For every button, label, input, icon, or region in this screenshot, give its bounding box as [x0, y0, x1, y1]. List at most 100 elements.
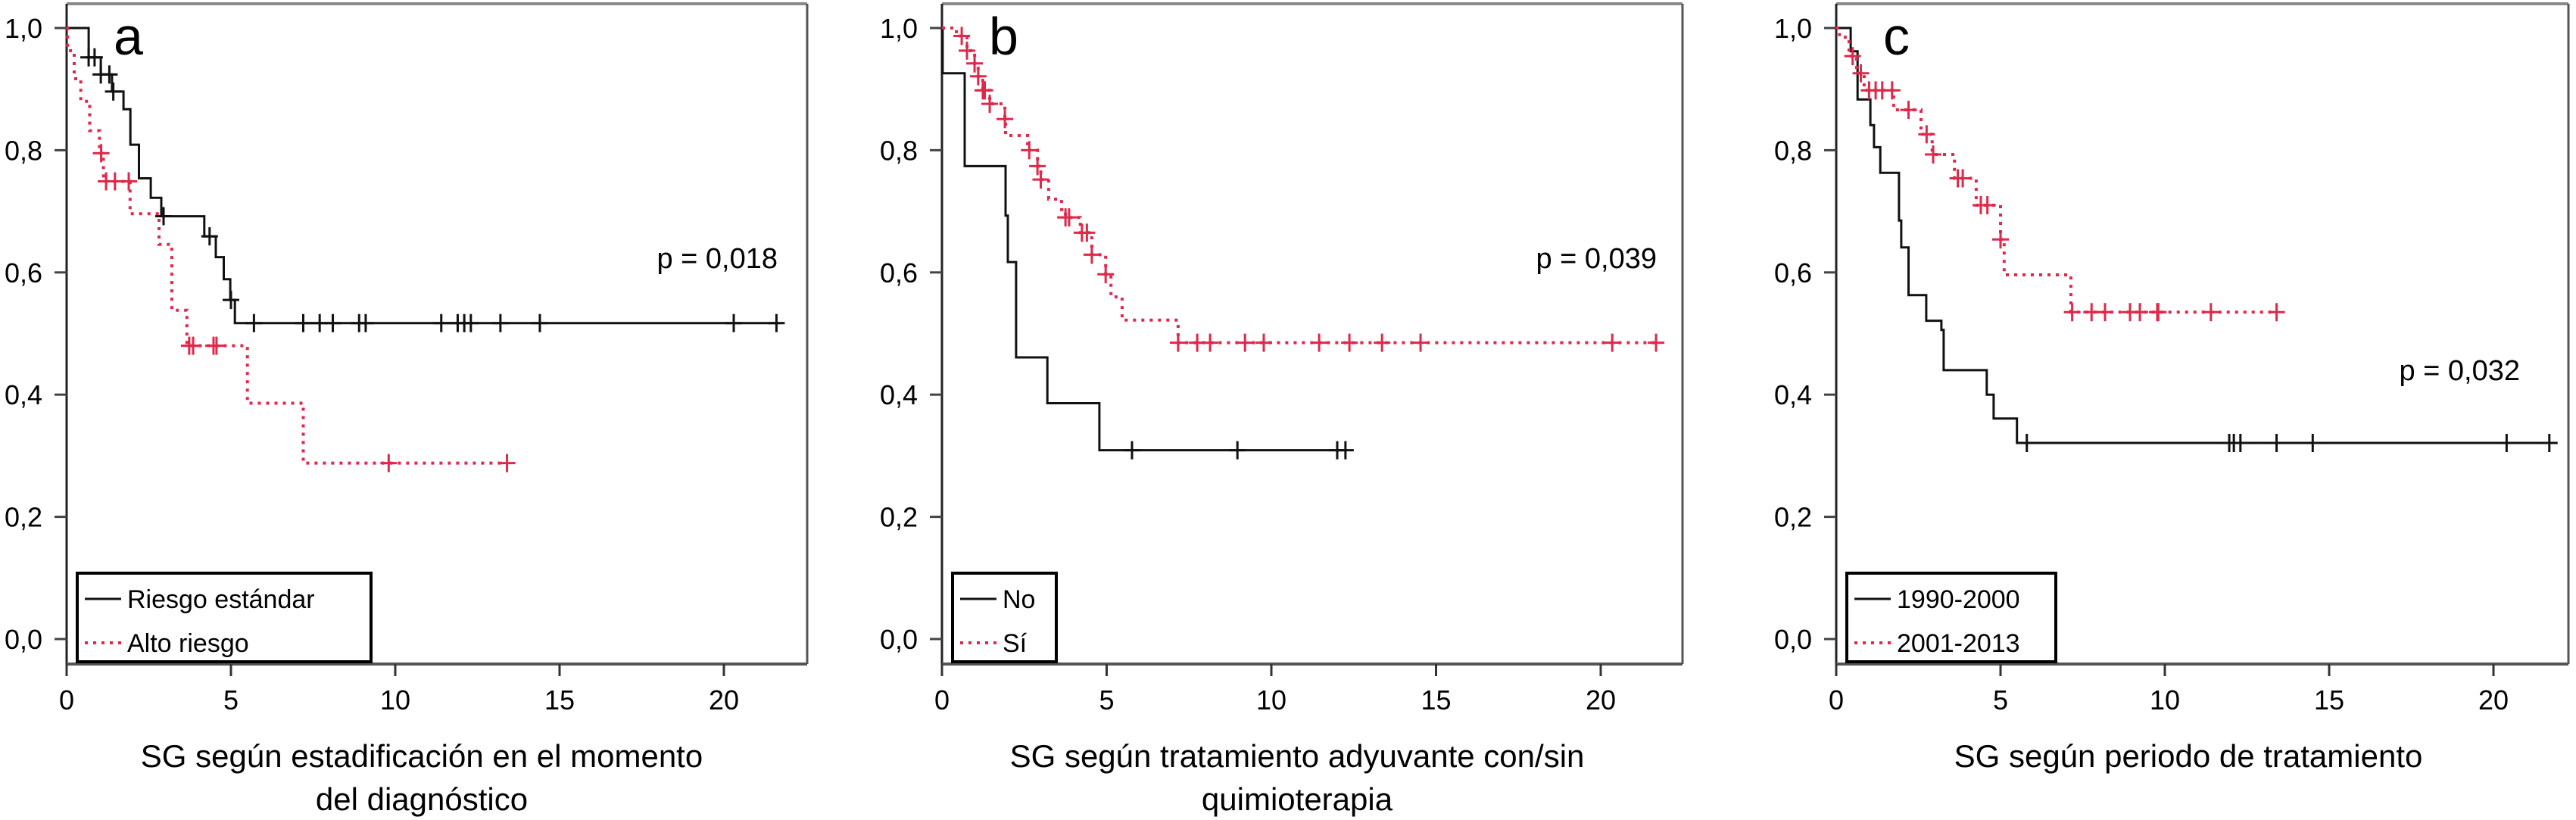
- censor-mark: [223, 291, 239, 310]
- censor-mark: [2304, 433, 2322, 452]
- censor-mark: [1021, 141, 1038, 160]
- censor-mark: [2498, 433, 2515, 452]
- legend-label: No: [1003, 585, 1035, 614]
- censor-mark: [92, 144, 110, 163]
- x-tick-label: 15: [2314, 684, 2344, 716]
- y-tick-label: 0,0: [1774, 624, 1812, 655]
- censor-mark: [976, 81, 993, 100]
- censor-mark: [969, 67, 987, 86]
- censor-mark: [1229, 441, 1246, 460]
- legend-box: [951, 572, 1058, 663]
- censor-mark: [2132, 303, 2149, 322]
- censor-mark: [981, 95, 999, 114]
- panel-caption: SG según tratamiento adyuvante con/sin: [1010, 738, 1585, 774]
- censor-mark: [432, 313, 450, 332]
- legend-label: Sí: [1003, 629, 1028, 658]
- censor-mark: [357, 313, 374, 332]
- censor-mark: [1237, 333, 1254, 352]
- censor-mark: [201, 227, 218, 246]
- censor-mark: [1202, 333, 1219, 352]
- censor-mark: [1648, 333, 1665, 352]
- censor-mark: [120, 172, 138, 191]
- censor-mark: [462, 313, 479, 332]
- censor-mark: [2268, 303, 2285, 322]
- panel-caption: SG según estadificación en el momento: [141, 738, 703, 774]
- censor-mark: [953, 27, 971, 45]
- y-tick-label: 1,0: [5, 13, 42, 44]
- censor-mark: [531, 313, 548, 332]
- censor-mark: [996, 110, 1014, 129]
- censor-mark: [86, 48, 103, 67]
- censor-mark: [1992, 230, 2009, 249]
- survival-curve-no: [941, 27, 1348, 452]
- censor-mark: [1169, 333, 1187, 352]
- censor-mark: [1604, 333, 1621, 352]
- censor-mark: [295, 313, 312, 332]
- x-tick-label: 5: [223, 684, 239, 716]
- censor-mark: [1097, 265, 1115, 284]
- y-tick-label: 0,0: [5, 624, 42, 655]
- censor-mark: [725, 313, 743, 332]
- censor-mark: [1954, 169, 1972, 188]
- y-tick-label: 0,8: [1774, 135, 1812, 166]
- y-tick-label: 0,4: [880, 379, 918, 410]
- x-tick-label: 10: [2150, 684, 2180, 716]
- censor-mark: [1029, 157, 1046, 176]
- censor-mark: [155, 207, 173, 226]
- censor-mark: [1918, 125, 1935, 144]
- censor-mark: [1925, 145, 1942, 164]
- censor-mark: [1032, 170, 1049, 189]
- censor-mark: [1900, 101, 1917, 120]
- p-value: p = 0,039: [1536, 243, 1657, 275]
- censor-mark: [966, 54, 984, 73]
- y-tick-label: 0,6: [5, 257, 42, 288]
- y-tick-label: 0,6: [880, 257, 918, 288]
- y-tick-label: 0,8: [5, 135, 42, 166]
- censor-mark: [1255, 333, 1272, 352]
- panel-c: 0,0 0,2 0,4 0,6 0,8 1,0 0 5 10 15 20 c p = 0,032 1990…: [1774, 2, 2570, 774]
- y-tick-label: 0,2: [880, 502, 918, 533]
- censor-mark: [2018, 433, 2035, 452]
- panel-caption: SG según periodo de tratamiento: [1954, 738, 2423, 774]
- x-tick-label: 0: [934, 684, 950, 716]
- y-tick-label: 1,0: [880, 13, 918, 44]
- censor-mark: [2231, 433, 2249, 452]
- censor-mark: [1311, 333, 1328, 352]
- x-tick-label: 5: [1099, 684, 1114, 716]
- panel-a: 0,0 0,2 0,4 0,6 0,8 1,0 0 5 10 15 20 a p = 0,018 Ries…: [5, 2, 809, 817]
- legend-label: 2001-2013: [1897, 629, 2020, 658]
- legend-label: Riesgo estándar: [127, 585, 315, 614]
- censor-mark: [1336, 441, 1354, 460]
- panel-letter: a: [114, 7, 143, 66]
- censor-mark: [1852, 64, 1870, 83]
- x-tick-label: 20: [709, 684, 739, 716]
- censor-mark: [2063, 303, 2081, 322]
- censor-mark: [207, 336, 225, 355]
- survival-curve-alto-riesgo: [66, 27, 507, 465]
- censor-mark: [324, 313, 341, 332]
- panel-caption: del diagnóstico: [316, 781, 528, 817]
- censor-mark: [2540, 433, 2558, 452]
- y-tick-label: 1,0: [1774, 13, 1812, 44]
- censor-mark: [1844, 47, 1861, 66]
- censor-mark: [1374, 333, 1391, 352]
- legend-label: Alto riesgo: [127, 629, 249, 658]
- x-tick-label: 15: [544, 684, 575, 716]
- survival-curve-1990-2000: [1836, 27, 2553, 444]
- censor-mark: [1883, 81, 1901, 100]
- y-tick-label: 0,6: [1774, 257, 1812, 288]
- censor-mark: [2268, 433, 2285, 452]
- y-tick-label: 0,4: [5, 379, 42, 410]
- censor-mark: [1341, 333, 1358, 352]
- censor-mark: [1083, 245, 1100, 264]
- censor-mark: [104, 82, 122, 101]
- y-tick-label: 0,2: [5, 502, 42, 533]
- censor-mark: [185, 336, 202, 355]
- x-tick-label: 5: [1993, 684, 2008, 716]
- censor-mark: [380, 454, 398, 472]
- p-value: p = 0,018: [656, 243, 778, 275]
- x-tick-label: 0: [1829, 684, 1844, 716]
- censor-mark: [1979, 196, 1996, 215]
